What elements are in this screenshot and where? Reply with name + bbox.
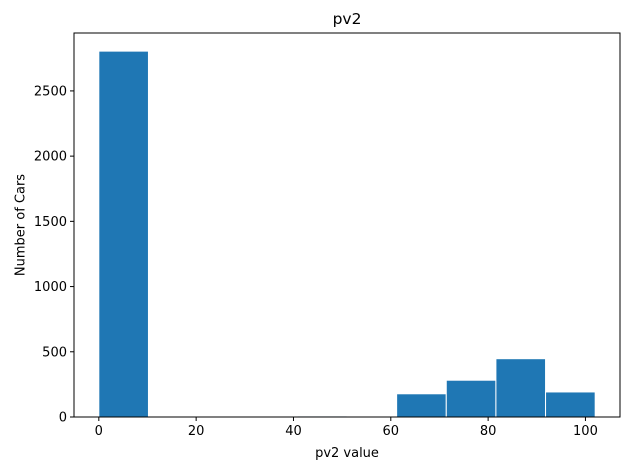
x-axis-label: pv2 value [315, 446, 379, 461]
histogram-bar [545, 391, 596, 418]
x-tick-label: 60 [383, 424, 400, 439]
bars-group [98, 50, 596, 418]
histogram-bar [445, 379, 497, 418]
y-axis-ticks: 0 500 1000 1500 2000 2500 [34, 84, 74, 426]
y-tick-label: 2500 [34, 84, 67, 99]
x-tick-label: 80 [480, 424, 497, 439]
y-tick-label: 500 [42, 345, 67, 360]
x-axis-ticks: 0 20 40 60 80 100 [95, 417, 598, 439]
x-tick-label: 0 [95, 424, 103, 439]
x-tick-label: 20 [188, 424, 205, 439]
y-tick-label: 0 [59, 411, 67, 426]
chart-title: pv2 [333, 10, 362, 28]
histogram-bar [396, 393, 447, 418]
plot-frame [73, 32, 621, 418]
y-axis-label: Number of Cars [14, 174, 29, 276]
histogram-bar [98, 50, 149, 418]
histogram-bar [495, 358, 547, 418]
y-tick-label: 1500 [34, 215, 67, 230]
x-tick-label: 40 [285, 424, 302, 439]
y-tick-label: 1000 [34, 280, 67, 295]
y-tick-label: 2000 [34, 150, 67, 165]
x-tick-label: 100 [573, 424, 598, 439]
